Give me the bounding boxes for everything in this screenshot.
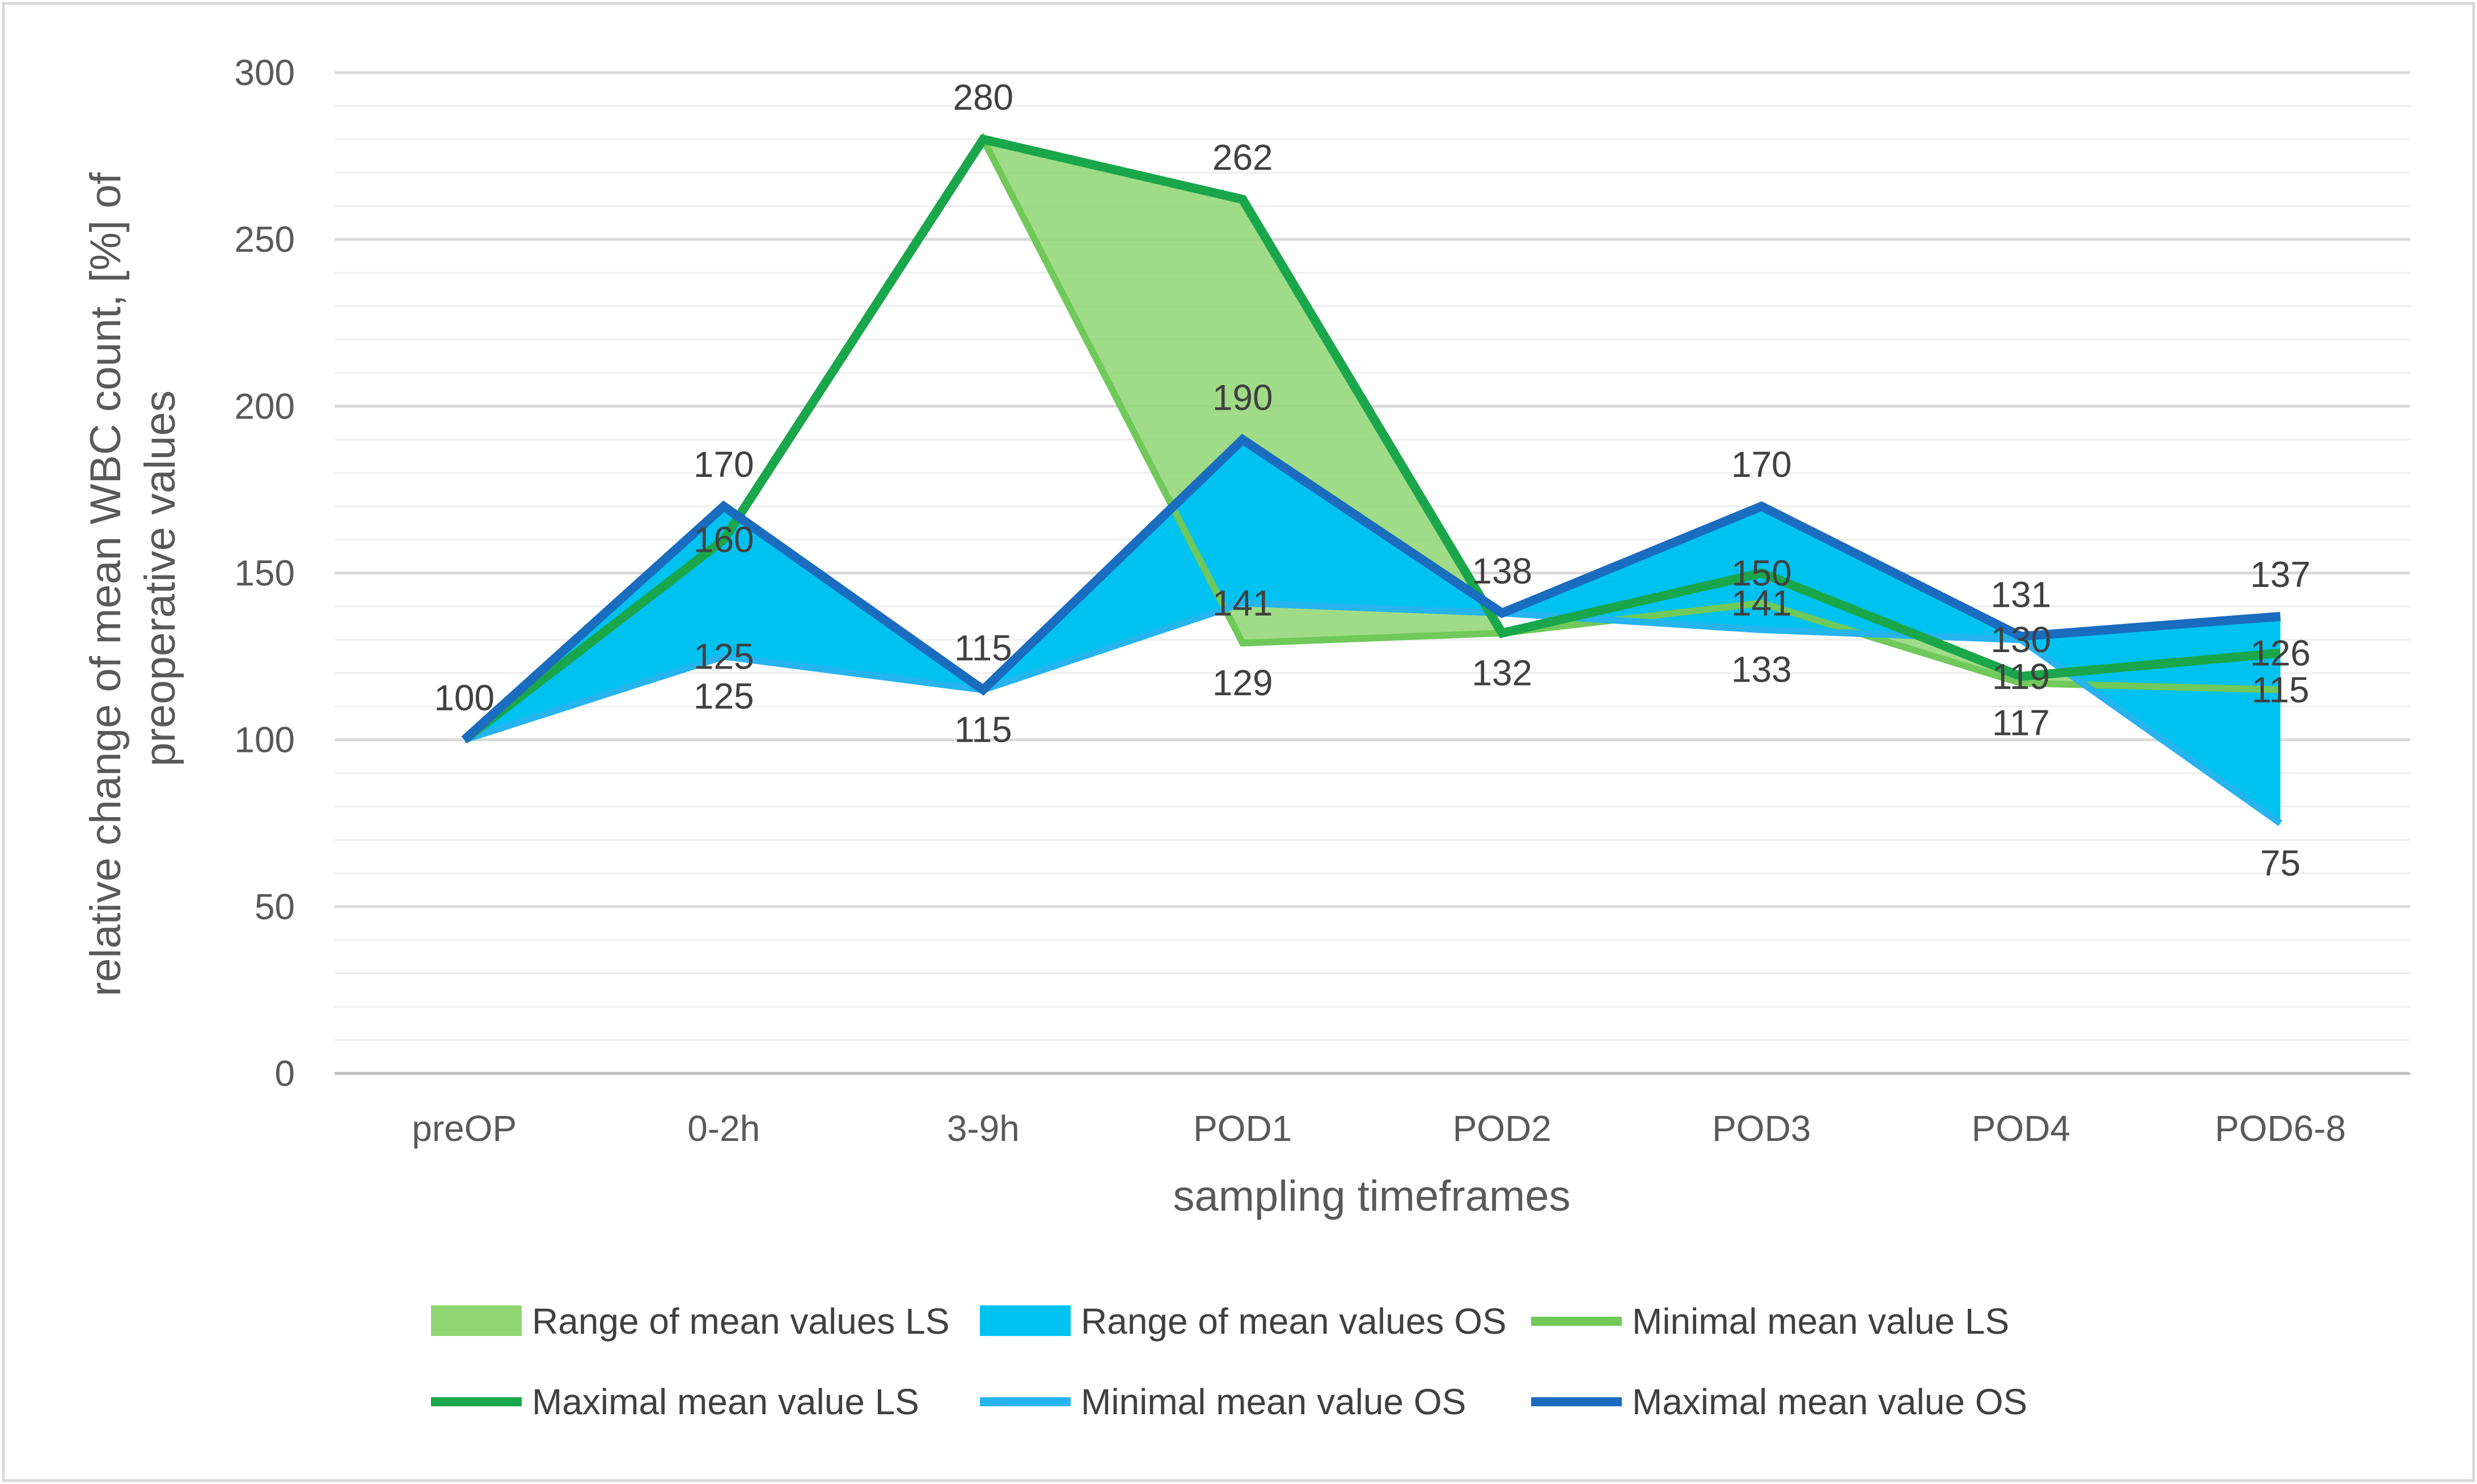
maximal-mean-value-os-line bbox=[461, 433, 2281, 743]
legend-swatch-area bbox=[980, 1305, 1071, 1336]
data-label: 160 bbox=[694, 519, 754, 560]
x-axis-title: sampling timeframes bbox=[1173, 1172, 1570, 1220]
data-label: 75 bbox=[2260, 843, 2301, 883]
y-axis-title: relative change of mean WBC count, [%] o… bbox=[82, 160, 184, 996]
x-tick-label: POD3 bbox=[1712, 1108, 1811, 1149]
data-label: 262 bbox=[1212, 137, 1273, 178]
data-label: 170 bbox=[1731, 444, 1792, 485]
data-label: 280 bbox=[953, 77, 1013, 118]
y-tick-label: 100 bbox=[234, 720, 295, 760]
legend-label: Maximal mean value LS bbox=[532, 1381, 919, 1422]
y-tick-label: 0 bbox=[274, 1053, 295, 1094]
axes: 0 50 100 150 200 250 300 preOP 0-2h 3-9h POD1 POD2 P… bbox=[234, 52, 2410, 1149]
data-label: 141 bbox=[1212, 582, 1273, 623]
data-label: 115 bbox=[954, 709, 1012, 750]
x-tick-label: 3-9h bbox=[947, 1108, 1020, 1149]
series-lines bbox=[461, 132, 2282, 826]
legend-label: Range of mean values OS bbox=[1081, 1301, 1507, 1342]
x-tick-label: POD6-8 bbox=[2215, 1108, 2346, 1149]
data-label: 129 bbox=[1212, 662, 1273, 703]
y-axis-title-line-2: preoperative values bbox=[136, 390, 184, 766]
data-label: 133 bbox=[1731, 649, 1792, 690]
legend-label: Range of mean values LS bbox=[532, 1301, 949, 1342]
data-label: 100 bbox=[434, 678, 494, 718]
y-tick-label: 300 bbox=[234, 52, 295, 93]
legend-label: Minimal mean value OS bbox=[1081, 1381, 1466, 1422]
data-label: 125 bbox=[694, 676, 754, 717]
x-tick-label: POD1 bbox=[1193, 1108, 1292, 1149]
data-label: 117 bbox=[1992, 703, 2050, 743]
data-label: 130 bbox=[1990, 619, 2051, 660]
data-label: 150 bbox=[1731, 553, 1792, 594]
minimal-mean-value-os-line bbox=[463, 599, 2282, 826]
data-label: 115 bbox=[954, 627, 1012, 668]
data-label: 126 bbox=[2250, 633, 2311, 674]
maximal-mean-value-ls-line bbox=[461, 134, 2281, 744]
y-axis-title-line-1: relative change of mean WBC count, [%] o… bbox=[82, 172, 130, 996]
range-area-ls bbox=[464, 139, 2281, 740]
y-tick-label: 250 bbox=[234, 219, 295, 260]
data-label: 138 bbox=[1472, 551, 1532, 591]
data-label: 115 bbox=[2251, 669, 2309, 710]
x-tick-label: 0-2h bbox=[687, 1108, 760, 1149]
data-label: 170 bbox=[694, 444, 754, 485]
data-label: 132 bbox=[1472, 652, 1532, 693]
data-label: 190 bbox=[1212, 377, 1273, 418]
data-label: 125 bbox=[694, 636, 754, 677]
data-label: 119 bbox=[1992, 656, 2050, 697]
y-tick-label: 200 bbox=[234, 386, 295, 426]
legend-label: Minimal mean value LS bbox=[1632, 1301, 2009, 1342]
data-label: 131 bbox=[1990, 574, 2051, 615]
y-tick-label: 150 bbox=[234, 553, 295, 594]
legend: Range of mean values LS Range of mean val… bbox=[431, 1301, 2027, 1422]
x-tick-label: preOP bbox=[412, 1108, 517, 1149]
legend-label: Maximal mean value OS bbox=[1632, 1381, 2027, 1422]
x-tick-label: POD4 bbox=[1972, 1108, 2070, 1149]
legend-swatch-area bbox=[431, 1305, 522, 1336]
y-tick-label: 50 bbox=[255, 886, 295, 927]
data-label: 137 bbox=[2250, 554, 2311, 595]
x-tick-label: POD2 bbox=[1453, 1108, 1552, 1149]
data-label: 141 bbox=[1731, 582, 1792, 623]
